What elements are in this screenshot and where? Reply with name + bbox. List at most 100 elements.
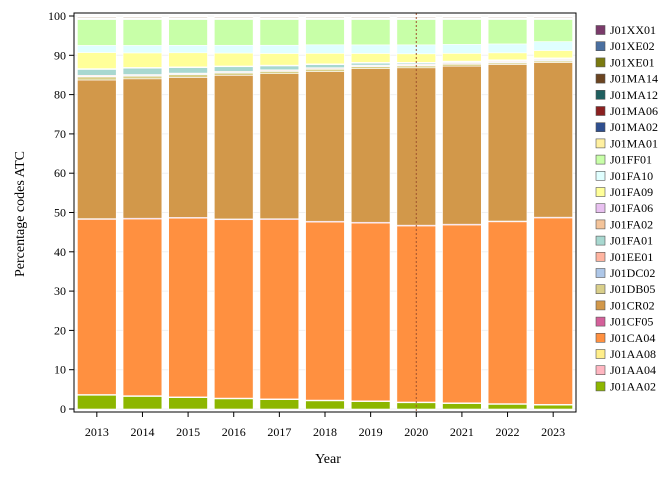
bar-segment-j01aa02-2018 (306, 401, 345, 409)
bar-segment-j01cr02-2021 (443, 66, 482, 224)
y-tick-label: 50 (54, 206, 66, 220)
legend-swatch-j01ma14 (596, 74, 605, 83)
bar-segment-j01ca04-2021 (443, 225, 482, 403)
x-tick-label: 2015 (176, 425, 200, 439)
legend-swatch-j01aa02 (596, 382, 605, 391)
x-tick-label: 2022 (496, 425, 520, 439)
legend-swatch-j01xe01 (596, 58, 605, 67)
legend-label-j01ma06: J01MA06 (610, 104, 658, 118)
bar-segment-j01db05-2016 (214, 73, 253, 75)
x-tick-label: 2016 (222, 425, 246, 439)
legend-swatch-j01aa04 (596, 366, 605, 375)
bar-segment-j01aa02-2015 (169, 398, 208, 409)
bar-segment-j01fa10-2018 (306, 45, 345, 54)
bars (77, 16, 572, 409)
legend-swatch-j01db05 (596, 285, 605, 294)
bar-segment-j01fa01-2018 (306, 65, 345, 68)
y-tick-label: 90 (54, 48, 66, 62)
bar-segment-j01aa02-2023 (534, 405, 573, 409)
bar-segment-j01fa09-2021 (443, 53, 482, 61)
legend-label-j01db05: J01DB05 (610, 282, 655, 296)
bar-segment-j01cr02-2018 (306, 72, 345, 222)
y-tick-label: 60 (54, 166, 66, 180)
bar-segment-j01cr02-2019 (351, 69, 390, 223)
bar-segment-j01cr02-2014 (123, 79, 162, 218)
bar-segment-j01ca04-2016 (214, 220, 253, 398)
bar-segment-j01ca04-2013 (77, 219, 116, 394)
bar-segment-j01db05-2018 (306, 69, 345, 71)
bar-segment-j01fa01-2016 (214, 67, 253, 72)
bar-segment-j01db05-2015 (169, 75, 208, 78)
legend-swatch-j01fa06 (596, 204, 605, 213)
bar-segment-j01cr02-2022 (488, 64, 527, 221)
bar-segment-j01ff01-2017 (260, 20, 299, 46)
x-tick-label: 2014 (130, 425, 154, 439)
x-axis-title: Year (315, 452, 341, 467)
bar-segment-j01ca04-2023 (534, 218, 573, 404)
legend-swatch-j01aa08 (596, 350, 605, 359)
legend-swatch-j01ee01 (596, 252, 605, 261)
legend-label-j01ff01: J01FF01 (610, 153, 652, 167)
y-tick-label: 80 (54, 88, 66, 102)
legend-swatch-j01cf05 (596, 317, 605, 326)
bar-segment-j01fa10-2017 (260, 45, 299, 53)
legend-label-j01ma02: J01MA02 (610, 120, 658, 134)
bar-segment-j01ff01-2014 (123, 20, 162, 46)
legend-label-j01ma01: J01MA01 (610, 136, 658, 150)
legend-label-j01fa06: J01FA06 (610, 201, 653, 215)
x-tick-label: 2018 (313, 425, 337, 439)
bar-segment-j01cr02-2013 (77, 80, 116, 219)
legend-swatch-j01xe02 (596, 42, 605, 51)
legend-label-j01cf05: J01CF05 (610, 315, 653, 329)
legend-label-j01aa04: J01AA04 (610, 363, 656, 377)
legend-swatch-j01ma02 (596, 123, 605, 132)
y-tick-label: 0 (60, 402, 66, 416)
bar-segment-j01fa10-2016 (214, 45, 253, 53)
legend-label-j01fa02: J01FA02 (610, 217, 653, 231)
x-tick-label: 2023 (541, 425, 565, 439)
legend-label-j01fa01: J01FA01 (610, 234, 653, 248)
bar-segment-j01db05-2017 (260, 71, 299, 73)
legend-label-j01ee01: J01EE01 (610, 250, 653, 264)
bar-segment-j01aa02-2022 (488, 404, 527, 409)
y-tick-label: 20 (54, 323, 66, 337)
legend: J01XX01J01XE02J01XE01J01MA14J01MA12J01MA… (596, 23, 658, 393)
legend-label-j01ca04: J01CA04 (610, 331, 655, 345)
legend-swatch-j01ma12 (596, 90, 605, 99)
bar-segment-j01ff01-2015 (169, 20, 208, 46)
bar-segment-j01fa09-2015 (169, 53, 208, 67)
bar-segment-j01ca04-2018 (306, 222, 345, 400)
bar-segment-j01fa09-2019 (351, 53, 390, 62)
bar-segment-j01fa01-2015 (169, 68, 208, 73)
bar-segment-j01fa10-2013 (77, 45, 116, 52)
x-tick-label: 2017 (267, 425, 291, 439)
y-tick-label: 30 (54, 284, 66, 298)
x-tick-label: 2019 (359, 425, 383, 439)
bar-segment-j01ca04-2019 (351, 223, 390, 401)
legend-label-j01xx01: J01XX01 (610, 23, 656, 37)
bar-segment-j01db05-2014 (123, 76, 162, 79)
y-tick-label: 70 (54, 127, 66, 141)
bar-segment-j01ff01-2018 (306, 19, 345, 44)
bar-segment-j01cr02-2023 (534, 63, 573, 218)
bar-segment-j01ff01-2019 (351, 20, 390, 45)
bar-segment-j01aa02-2013 (77, 395, 116, 409)
legend-label-j01aa08: J01AA08 (610, 347, 656, 361)
bar-segment-j01aa02-2019 (351, 402, 390, 409)
legend-label-j01xe01: J01XE01 (610, 55, 655, 69)
bar-segment-j01fa10-2023 (534, 42, 573, 51)
legend-swatch-j01fa02 (596, 220, 605, 229)
legend-label-j01aa02: J01AA02 (610, 379, 656, 393)
bar-segment-j01fa09-2013 (77, 53, 116, 69)
bar-segment-j01ff01-2021 (443, 20, 482, 45)
legend-swatch-j01fa01 (596, 236, 605, 245)
y-tick-label: 100 (48, 9, 66, 23)
legend-swatch-j01xx01 (596, 26, 605, 35)
y-tick-label: 40 (54, 245, 66, 259)
bar-segment-j01fa01-2014 (123, 68, 162, 74)
legend-swatch-j01dc02 (596, 269, 605, 278)
x-tick-label: 2021 (450, 425, 474, 439)
legend-swatch-j01ma06 (596, 107, 605, 116)
